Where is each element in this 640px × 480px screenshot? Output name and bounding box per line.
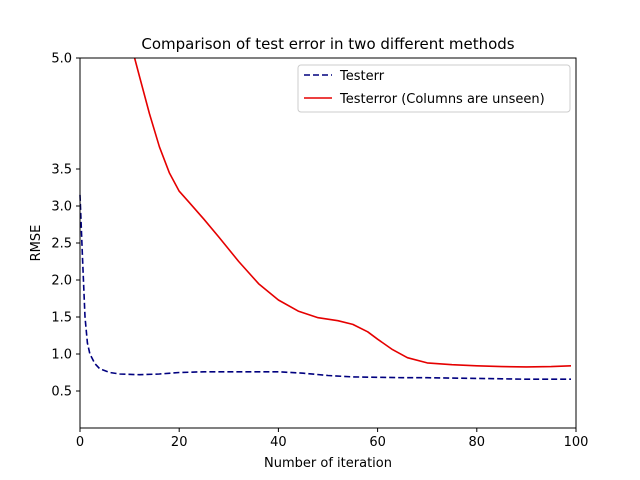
y-axis-label: RMSE: [29, 225, 44, 262]
x-tick-label-4: 80: [469, 435, 486, 450]
y-tick-label-0: 0.5: [51, 385, 72, 400]
plot-frame: [79, 57, 577, 429]
legend-label-testerr: Testerr: [339, 69, 385, 84]
legend-label-testerror-unseen: Testerror (Columns are unseen): [339, 92, 545, 107]
legend-box: [297, 64, 571, 113]
y-tick-label-1: 1.0: [51, 348, 72, 363]
y-tick-label-5: 3.0: [51, 200, 72, 215]
y-tick-label-3: 2.0: [51, 274, 72, 289]
chart-title: Comparison of test error in two differen…: [141, 35, 514, 53]
series-line-1: [133, 57, 572, 368]
y-tick-label-4: 2.5: [51, 237, 72, 252]
series-line-0: [79, 194, 571, 381]
y-tick-label-7: 5.0: [51, 52, 72, 67]
series-layer: [79, 57, 572, 381]
y-tick-label-6: 3.5: [51, 163, 72, 178]
x-tick-label-0: 0: [76, 435, 84, 450]
x-tick-label-1: 20: [171, 435, 188, 450]
y-tick-label-2: 1.5: [51, 311, 72, 326]
x-tick-label-5: 100: [564, 435, 589, 450]
x-axis-label: Number of iteration: [264, 456, 392, 471]
tick-layer: 0 20 40 60 80 100 0.5 1.0 1.5 2.0 2.5 3.0 3.5 5.0: [51, 52, 588, 451]
x-tick-label-2: 40: [270, 435, 287, 450]
x-tick-label-3: 60: [369, 435, 386, 450]
legend: Testerr Testerror (Columns are unseen): [297, 64, 571, 113]
